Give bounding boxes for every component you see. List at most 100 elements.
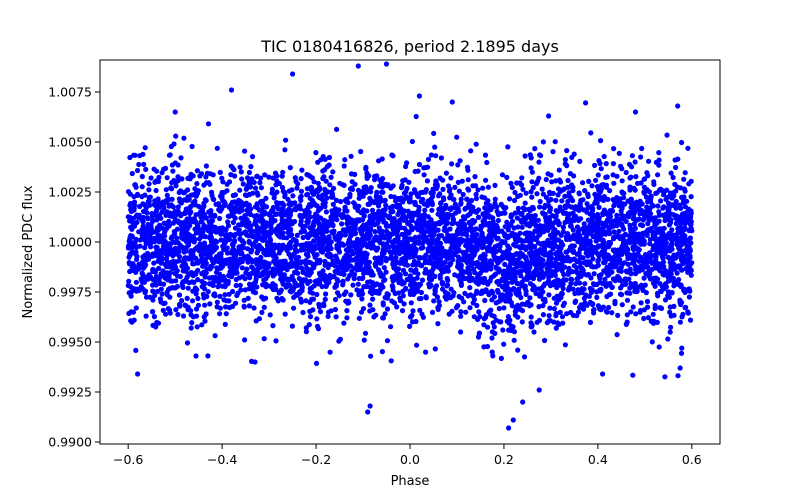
data-point [490,353,496,359]
data-point [659,239,665,245]
data-point [296,254,302,260]
data-point [456,247,462,253]
data-point [326,253,332,259]
data-point [367,302,373,308]
data-point [149,309,156,315]
data-point [322,188,328,194]
data-point [455,303,461,309]
data-point [440,186,446,192]
data-point [279,272,285,278]
data-point [367,232,373,238]
data-point [372,289,379,295]
data-point [145,221,151,228]
data-point [627,184,633,190]
data-point [306,233,312,239]
data-point [331,228,337,234]
data-point [388,193,394,200]
data-point [371,199,377,205]
data-point [562,219,568,226]
data-point [305,219,311,225]
data-point [221,189,227,195]
data-point [585,261,591,267]
data-point [231,205,237,211]
data-point [569,182,575,188]
data-point [338,198,344,205]
data-point [628,228,634,235]
data-point [233,276,239,283]
data-point [458,277,464,283]
data-point [320,154,326,160]
data-point [650,320,657,326]
data-point [464,196,470,202]
data-point [607,208,613,214]
data-point [451,196,457,203]
data-point [230,219,236,225]
data-point [143,166,149,172]
data-point [354,261,360,267]
data-point [360,238,366,244]
data-point [134,219,140,225]
data-point [328,174,334,180]
data-point [157,296,163,302]
data-point [686,294,693,300]
data-point [237,187,243,193]
data-point [557,309,563,315]
data-point [144,232,150,238]
data-point [333,283,339,289]
data-point [681,256,687,262]
data-point [511,329,517,335]
data-point [407,282,414,288]
data-point [511,257,517,264]
data-point [365,201,371,207]
data-point [221,241,228,247]
data-point [528,314,534,320]
data-point [555,264,561,270]
data-point [393,274,399,280]
data-point [554,249,560,256]
data-point [632,159,638,165]
data-point [176,292,183,298]
data-point [587,238,593,244]
data-point [202,274,208,280]
data-point [420,240,426,246]
data-point [205,121,212,127]
data-point [241,254,247,260]
data-point [688,194,694,200]
data-point [527,220,533,226]
data-point [242,337,248,343]
data-point [217,311,223,317]
data-point [389,152,395,158]
data-point [252,185,259,191]
data-point [519,210,525,216]
data-point [632,202,638,208]
data-point [525,299,531,305]
data-point [236,227,242,233]
data-point [687,317,694,323]
data-point [156,212,162,218]
data-point [474,288,480,294]
data-point [574,265,580,271]
data-point [680,261,686,267]
data-point [239,274,245,280]
data-point [454,242,460,248]
data-point [565,177,571,184]
data-point [193,193,199,199]
data-point [527,295,533,301]
data-point [559,268,565,274]
data-point [553,325,559,331]
data-point [478,223,484,229]
data-point [577,271,583,277]
data-point [359,288,365,294]
data-point [167,263,174,269]
data-point [325,262,331,268]
data-point [456,293,462,300]
data-point [470,300,476,306]
data-point [409,225,415,231]
data-point [390,203,396,209]
data-point [638,154,644,160]
data-point [428,152,434,158]
data-point [350,251,356,257]
data-point [641,275,647,281]
data-point [232,192,238,198]
data-point [547,318,553,324]
